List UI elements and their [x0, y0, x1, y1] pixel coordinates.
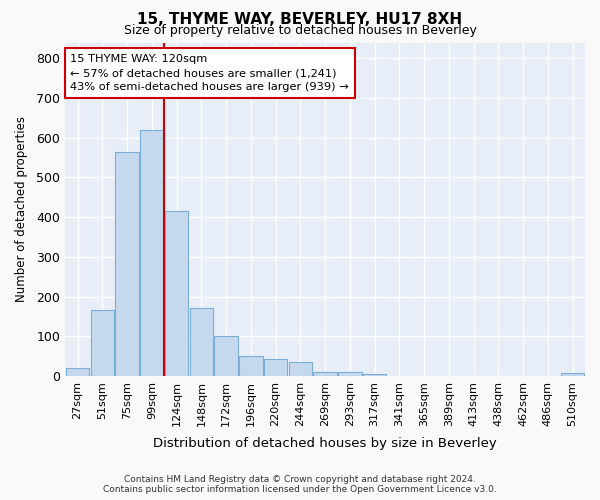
Text: 15 THYME WAY: 120sqm
← 57% of detached houses are smaller (1,241)
43% of semi-de: 15 THYME WAY: 120sqm ← 57% of detached h… [70, 54, 349, 92]
Bar [289, 362, 312, 376]
Bar [239, 356, 263, 376]
Bar [561, 372, 584, 376]
Bar [190, 308, 213, 376]
Bar [313, 372, 337, 376]
Bar [140, 130, 164, 376]
X-axis label: Distribution of detached houses by size in Beverley: Distribution of detached houses by size … [153, 437, 497, 450]
Text: Size of property relative to detached houses in Beverley: Size of property relative to detached ho… [124, 24, 476, 37]
Bar [115, 152, 139, 376]
Bar [66, 368, 89, 376]
Bar [91, 310, 114, 376]
Text: Contains HM Land Registry data © Crown copyright and database right 2024.
Contai: Contains HM Land Registry data © Crown c… [103, 474, 497, 494]
Text: 15, THYME WAY, BEVERLEY, HU17 8XH: 15, THYME WAY, BEVERLEY, HU17 8XH [137, 12, 463, 28]
Bar [165, 211, 188, 376]
Bar [338, 372, 362, 376]
Y-axis label: Number of detached properties: Number of detached properties [15, 116, 28, 302]
Bar [363, 374, 386, 376]
Bar [214, 336, 238, 376]
Bar [264, 359, 287, 376]
